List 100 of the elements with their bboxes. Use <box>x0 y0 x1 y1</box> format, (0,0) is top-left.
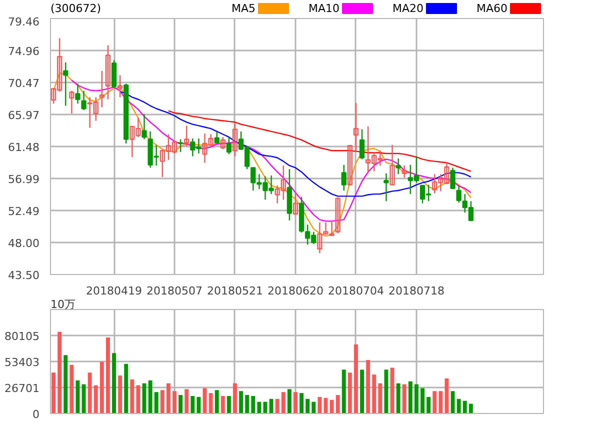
candlestick <box>341 164 346 192</box>
bar <box>342 370 346 414</box>
y-tick-label: 79.46 <box>8 16 40 28</box>
bar <box>336 395 340 414</box>
chart-title: (300672) <box>50 2 102 15</box>
bar <box>378 383 382 414</box>
x-tick-label: 20180507 <box>146 284 203 298</box>
legend-label: MA10 <box>308 2 340 15</box>
bar <box>172 391 176 414</box>
candlestick <box>450 167 456 190</box>
candlestick <box>232 122 238 157</box>
candlestick <box>184 125 190 147</box>
bar <box>196 396 201 414</box>
x-tick-label: 20180620 <box>267 284 324 298</box>
candlestick <box>81 90 86 111</box>
bar <box>100 362 104 414</box>
bar <box>124 364 128 414</box>
bar <box>414 384 418 414</box>
candlestick <box>390 144 395 186</box>
bar <box>118 376 122 414</box>
y-tick-label: 61.48 <box>8 141 40 154</box>
bar <box>245 395 250 414</box>
bar <box>64 355 68 414</box>
line-series <box>119 90 472 197</box>
bar <box>312 402 316 414</box>
candlestick <box>178 138 184 153</box>
candlestick <box>99 70 104 108</box>
legend-label: MA20 <box>392 2 424 15</box>
bar <box>220 396 225 414</box>
bar <box>130 379 134 414</box>
bar <box>233 383 237 414</box>
bar <box>166 383 170 414</box>
line-series <box>71 80 472 222</box>
y-tick-label: 70.47 <box>8 77 40 90</box>
bar <box>281 392 286 414</box>
bar <box>112 353 116 414</box>
bar <box>294 392 298 414</box>
bar <box>106 338 110 414</box>
bar <box>360 370 364 414</box>
y-tick-label: 53403 <box>4 356 40 369</box>
bar <box>287 389 292 414</box>
line-series <box>168 110 472 172</box>
legend-label: MA5 <box>231 2 256 15</box>
bar <box>136 385 140 414</box>
bar <box>94 385 98 414</box>
bar <box>154 392 158 414</box>
y-tick-label: 65.97 <box>8 109 40 122</box>
bar <box>70 364 74 414</box>
y-tick-label: 80105 <box>4 330 40 343</box>
bar <box>52 372 56 414</box>
bar <box>396 383 400 414</box>
y-tick-label: 48.00 <box>8 236 40 250</box>
bar <box>58 332 62 414</box>
bar <box>444 378 449 414</box>
candlestick <box>384 172 389 202</box>
legend-label: MA60 <box>476 2 508 15</box>
bar <box>468 404 473 414</box>
candlestick <box>396 158 401 175</box>
y-tick-label: 52.49 <box>8 205 40 218</box>
bar <box>269 398 274 414</box>
bar <box>300 393 304 414</box>
y-tick-label: 56.99 <box>8 172 40 186</box>
candlestick <box>353 102 359 153</box>
bar <box>366 360 370 414</box>
bar <box>88 372 92 414</box>
y-tick-label: 43.50 <box>8 269 40 282</box>
bar <box>438 391 443 414</box>
bar <box>251 396 256 414</box>
x-tick-label: 20180521 <box>207 284 264 298</box>
bar <box>178 395 183 414</box>
candlestick <box>347 144 352 186</box>
bar <box>318 396 322 414</box>
x-tick-label: 20180419 <box>86 284 142 298</box>
candlestick <box>292 192 298 216</box>
candlestick <box>220 136 226 150</box>
bar <box>348 372 352 414</box>
bar <box>306 398 310 414</box>
y-tick-label: 74.96 <box>8 45 40 58</box>
bar <box>190 396 195 414</box>
bar <box>257 402 262 414</box>
bar <box>462 400 467 414</box>
bar <box>160 390 164 414</box>
x-tick-label: 20180718 <box>388 284 444 298</box>
candlestick <box>69 90 74 114</box>
bar <box>426 396 431 414</box>
candlestick <box>118 74 123 98</box>
bar <box>226 396 231 414</box>
bar <box>275 398 280 414</box>
x-tick-label: 20180704 <box>328 284 384 298</box>
candlestick <box>111 60 117 88</box>
bar <box>402 384 406 414</box>
candlestick <box>226 136 232 155</box>
bar <box>354 344 358 414</box>
bar <box>208 393 213 414</box>
candlestick <box>105 44 111 100</box>
bar <box>432 391 437 414</box>
y-tick-label: 0 <box>32 408 40 421</box>
y-tick-label: 26701 <box>4 382 40 395</box>
candlestick <box>359 128 365 160</box>
candlestick <box>63 62 68 106</box>
